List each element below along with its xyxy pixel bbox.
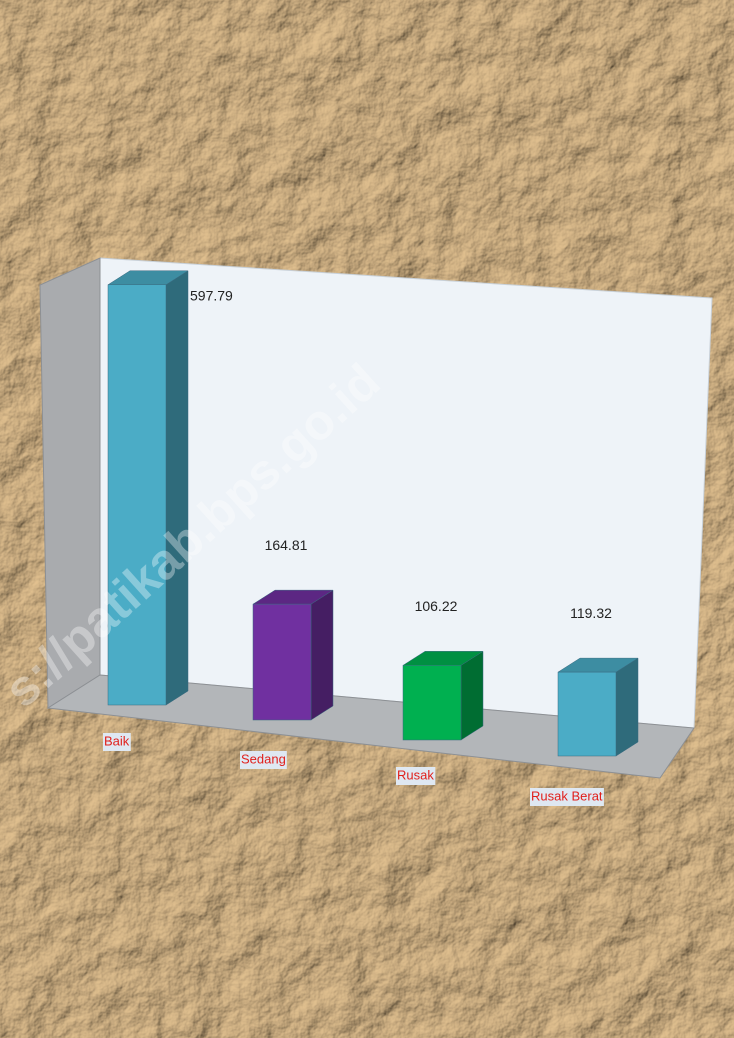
value-label: 164.81 xyxy=(265,537,308,553)
bars: 597.79 Baik 164.81 Sedang 106.22 Rusak 119.32 R… xyxy=(103,270,639,806)
bar-side xyxy=(615,657,639,757)
bar xyxy=(557,671,617,757)
bar-side xyxy=(310,589,334,721)
value-label: 597.79 xyxy=(190,288,233,304)
value-label: 119.32 xyxy=(570,605,612,621)
value-label: 106.22 xyxy=(415,598,458,614)
bar-side xyxy=(165,270,189,706)
category-label-bg xyxy=(103,733,131,751)
category-label: Sedang xyxy=(241,751,286,766)
category-label: Baik xyxy=(104,733,130,748)
category-label-bg xyxy=(396,767,436,785)
bar-side xyxy=(460,650,484,741)
category-label: Rusak xyxy=(397,767,434,782)
back-wall xyxy=(99,257,713,729)
category-label: Rusak Berat xyxy=(531,788,603,803)
bar xyxy=(107,284,167,706)
bar xyxy=(252,603,312,721)
category-label-bg xyxy=(530,788,604,806)
bar xyxy=(402,665,462,741)
floor xyxy=(46,674,695,779)
category-label-bg xyxy=(240,751,287,769)
